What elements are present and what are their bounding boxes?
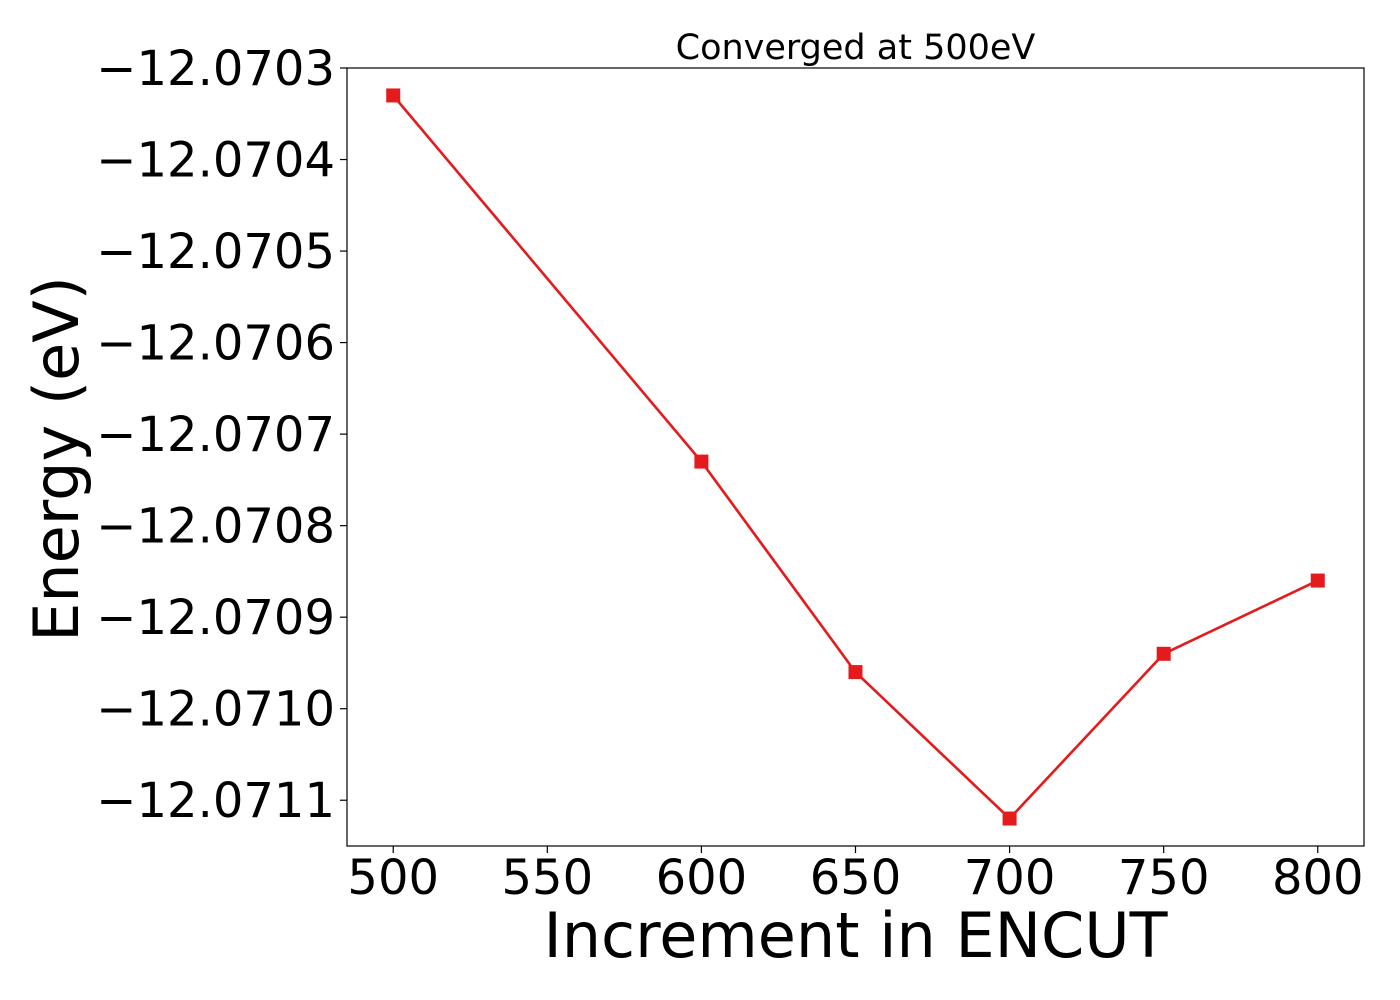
x-axis-label: Increment in ENCUT <box>543 899 1168 972</box>
plot-area-frame <box>346 67 1365 847</box>
data-point <box>694 454 709 469</box>
data-point <box>1310 573 1325 588</box>
y-tick-label: −12.0710 <box>96 682 335 738</box>
x-tick-label: 750 <box>1118 850 1210 906</box>
y-tick-label: −12.0709 <box>96 590 335 646</box>
data-point <box>386 88 401 103</box>
chart-title: Converged at 500eV <box>676 28 1036 68</box>
y-axis: −12.0703 −12.0704 −12.0705 −12.0706 −12.0707… <box>96 41 347 829</box>
data-point <box>1156 646 1171 661</box>
y-tick-label: −12.0706 <box>96 316 335 372</box>
y-tick-label: −12.0707 <box>96 407 335 463</box>
x-tick-label: 550 <box>502 850 594 906</box>
y-tick-label: −12.0703 <box>96 41 335 97</box>
x-tick-label: 650 <box>810 850 902 906</box>
y-tick-label: −12.0711 <box>96 773 335 829</box>
data-point <box>1002 811 1017 826</box>
y-tick-label: −12.0708 <box>96 499 335 555</box>
data-point <box>848 665 863 680</box>
series-line <box>392 94 1319 821</box>
y-tick-label: −12.0704 <box>96 133 335 189</box>
x-tick-label: 500 <box>347 850 439 906</box>
y-tick-label: −12.0705 <box>96 224 335 280</box>
x-axis: 500 550 600 650 700 750 800 <box>347 846 1364 906</box>
x-tick-label: 600 <box>656 850 748 906</box>
y-axis-label: Energy (eV) <box>20 276 93 642</box>
x-tick-label: 800 <box>1272 850 1364 906</box>
x-tick-label: 700 <box>964 850 1056 906</box>
series-layer <box>386 88 1325 826</box>
